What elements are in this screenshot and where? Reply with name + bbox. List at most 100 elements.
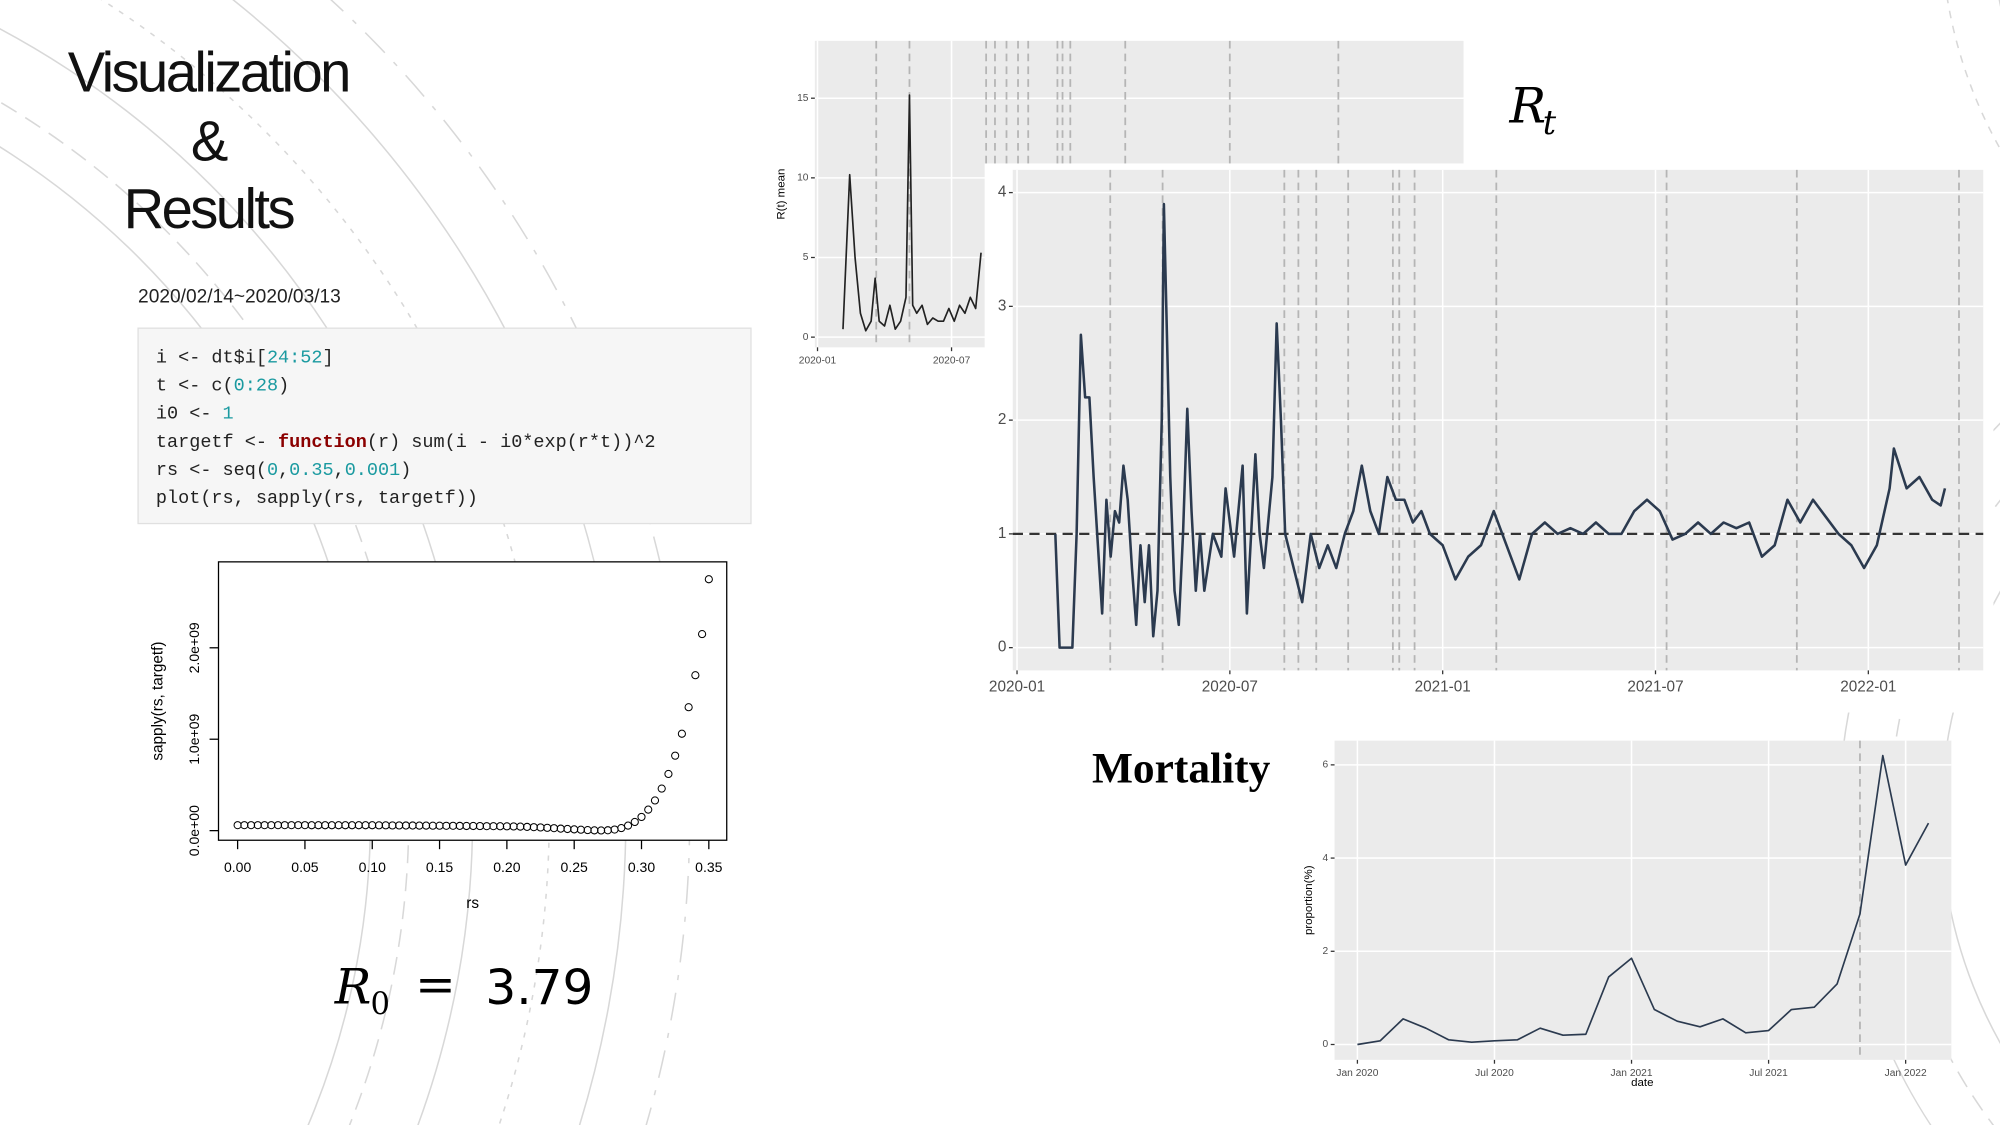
code-token: i0 <- [156, 404, 223, 425]
y-tick-label: 4 [1322, 853, 1328, 864]
y-tick-label: 2 [998, 411, 1007, 428]
point [698, 629, 707, 639]
code-token: 1 [223, 404, 234, 425]
x-tick-label: 2020-07 [1202, 679, 1258, 696]
code-token: function [278, 432, 367, 453]
date-range: 2020/02/14~2020/03/13 [138, 287, 341, 308]
rt-label: R t [1509, 78, 1557, 142]
x-tick-label: Jul 2021 [1749, 1068, 1788, 1079]
r0-value: 3.79 [485, 960, 593, 1016]
x-tick-label: 2020-07 [933, 356, 971, 367]
y-tick-label: 15 [797, 93, 809, 104]
y-tick-label: 6 [1322, 760, 1328, 771]
point [644, 805, 653, 814]
line [842, 94, 982, 332]
code-token: ) [400, 460, 411, 481]
code-token: 0:28 [234, 376, 278, 397]
point [691, 671, 700, 680]
x-axis-label: rs [466, 895, 479, 912]
y-tick-label: 2.0e+09 [186, 622, 202, 673]
code-token: 0.001 [345, 460, 401, 481]
y-tick-label: 0 [998, 639, 1007, 656]
chart-title: Mortality [1092, 745, 1271, 793]
slide-title: Visualization & Results [68, 40, 352, 240]
code-line: plot(rs, sapply(rs, targetf)) [156, 488, 478, 509]
code-token: rs <- seq( [156, 460, 267, 481]
x-tick-label: 2020-01 [989, 679, 1045, 696]
x-tick-label: Jan 2021 [1611, 1068, 1653, 1079]
x-tick-label: 0.25 [561, 859, 589, 875]
line [1357, 754, 1930, 1046]
point [630, 817, 639, 827]
y-tick-label: 0 [1322, 1039, 1328, 1050]
x-tick-label: Jul 2020 [1475, 1068, 1514, 1079]
code-line: targetf <- function(r) sum(i - i0*exp(r*… [156, 432, 656, 453]
y-tick-label: 0.0e+00 [186, 805, 202, 856]
point [704, 575, 713, 584]
point [637, 812, 646, 822]
code-token: ] [322, 347, 333, 368]
code-token: plot(rs, sapply(rs, targetf)) [156, 488, 478, 509]
x-tick-label: 0.20 [493, 859, 521, 875]
y-tick-label: 5 [803, 252, 809, 263]
point [623, 821, 633, 830]
code-box [137, 327, 752, 525]
code-token: , [334, 460, 345, 481]
code-token: , [278, 460, 289, 481]
point [684, 703, 693, 712]
code-token: ) [278, 376, 289, 397]
code-token: 0.35 [289, 460, 333, 481]
code-token: i <- dt$i[ [156, 347, 267, 368]
y-tick-label: 3 [998, 297, 1007, 314]
x-tick-label: Jan 2022 [1885, 1068, 1927, 1079]
code-line: i <- dt$i[24:52] [156, 347, 334, 368]
y-axis-label: sapply(rs, targetf) [150, 641, 167, 760]
x-tick-label: 0.15 [426, 859, 454, 875]
y-axis-label: proportion(%) [1303, 865, 1315, 935]
code-token: t <- c( [156, 376, 234, 397]
title-line: & [191, 109, 228, 172]
chart: 0.0e+00 1.0e+09 2.0e+09 0.00 0.05 0.10 0.15 0.2… [150, 561, 728, 912]
rt-subscript: t [1543, 103, 1557, 142]
point [677, 729, 686, 738]
chart: 0 2 4 6 Jan 2020 Jul 2020 Jan 2021 Jul 2021 Jan … [1092, 740, 1952, 1089]
plot-frame [217, 561, 728, 841]
y-tick-label: 4 [998, 184, 1007, 201]
x-tick-label: 2022-01 [1840, 679, 1896, 696]
x-tick-label: 2020-01 [799, 356, 837, 367]
chart: 0 1 2 3 4 2020-01 2020-07 2021-01 2021-07 2022-01 [984, 163, 1994, 713]
code-token: 0 [267, 460, 278, 481]
x-tick-label: 0.05 [291, 859, 319, 875]
x-tick-label: 0.10 [359, 859, 387, 875]
title-line: Visualization [68, 40, 349, 103]
y-tick-label: 2 [1322, 946, 1328, 957]
code-token: targetf <- [156, 432, 278, 453]
x-tick-label: 0.35 [695, 859, 723, 875]
r0-formula: R 0 = 3.79 [334, 957, 594, 1022]
point [664, 769, 673, 779]
y-axis-label: R(t) mean [776, 169, 788, 220]
r0-subscript: 0 [370, 987, 389, 1022]
x-tick-label: 2021-01 [1415, 679, 1471, 696]
code-line: rs <- seq(0,0.35,0.001) [156, 460, 411, 481]
point [671, 751, 680, 760]
x-tick-label: Jan 2020 [1336, 1068, 1378, 1079]
y-tick-label: 0 [803, 332, 809, 343]
r0-equals: = [415, 957, 456, 1013]
point [657, 784, 666, 793]
code-token: 24:52 [267, 347, 323, 368]
code-line: i0 <- 1 [156, 404, 234, 425]
x-tick-label: 0.30 [628, 859, 656, 875]
x-axis-label: date [1631, 1077, 1653, 1089]
point [650, 796, 660, 805]
code-line: t <- c(0:28) [156, 376, 289, 397]
y-tick-label: 10 [797, 173, 809, 184]
x-tick-label: 2021-07 [1627, 679, 1683, 696]
y-tick-label: 1 [998, 525, 1007, 542]
rt-symbol: R [1509, 78, 1547, 134]
r0-symbol: R [334, 959, 372, 1015]
title-line: Results [124, 177, 295, 240]
code-token: (r) sum(i - i0*exp(r*t))^2 [367, 432, 656, 453]
